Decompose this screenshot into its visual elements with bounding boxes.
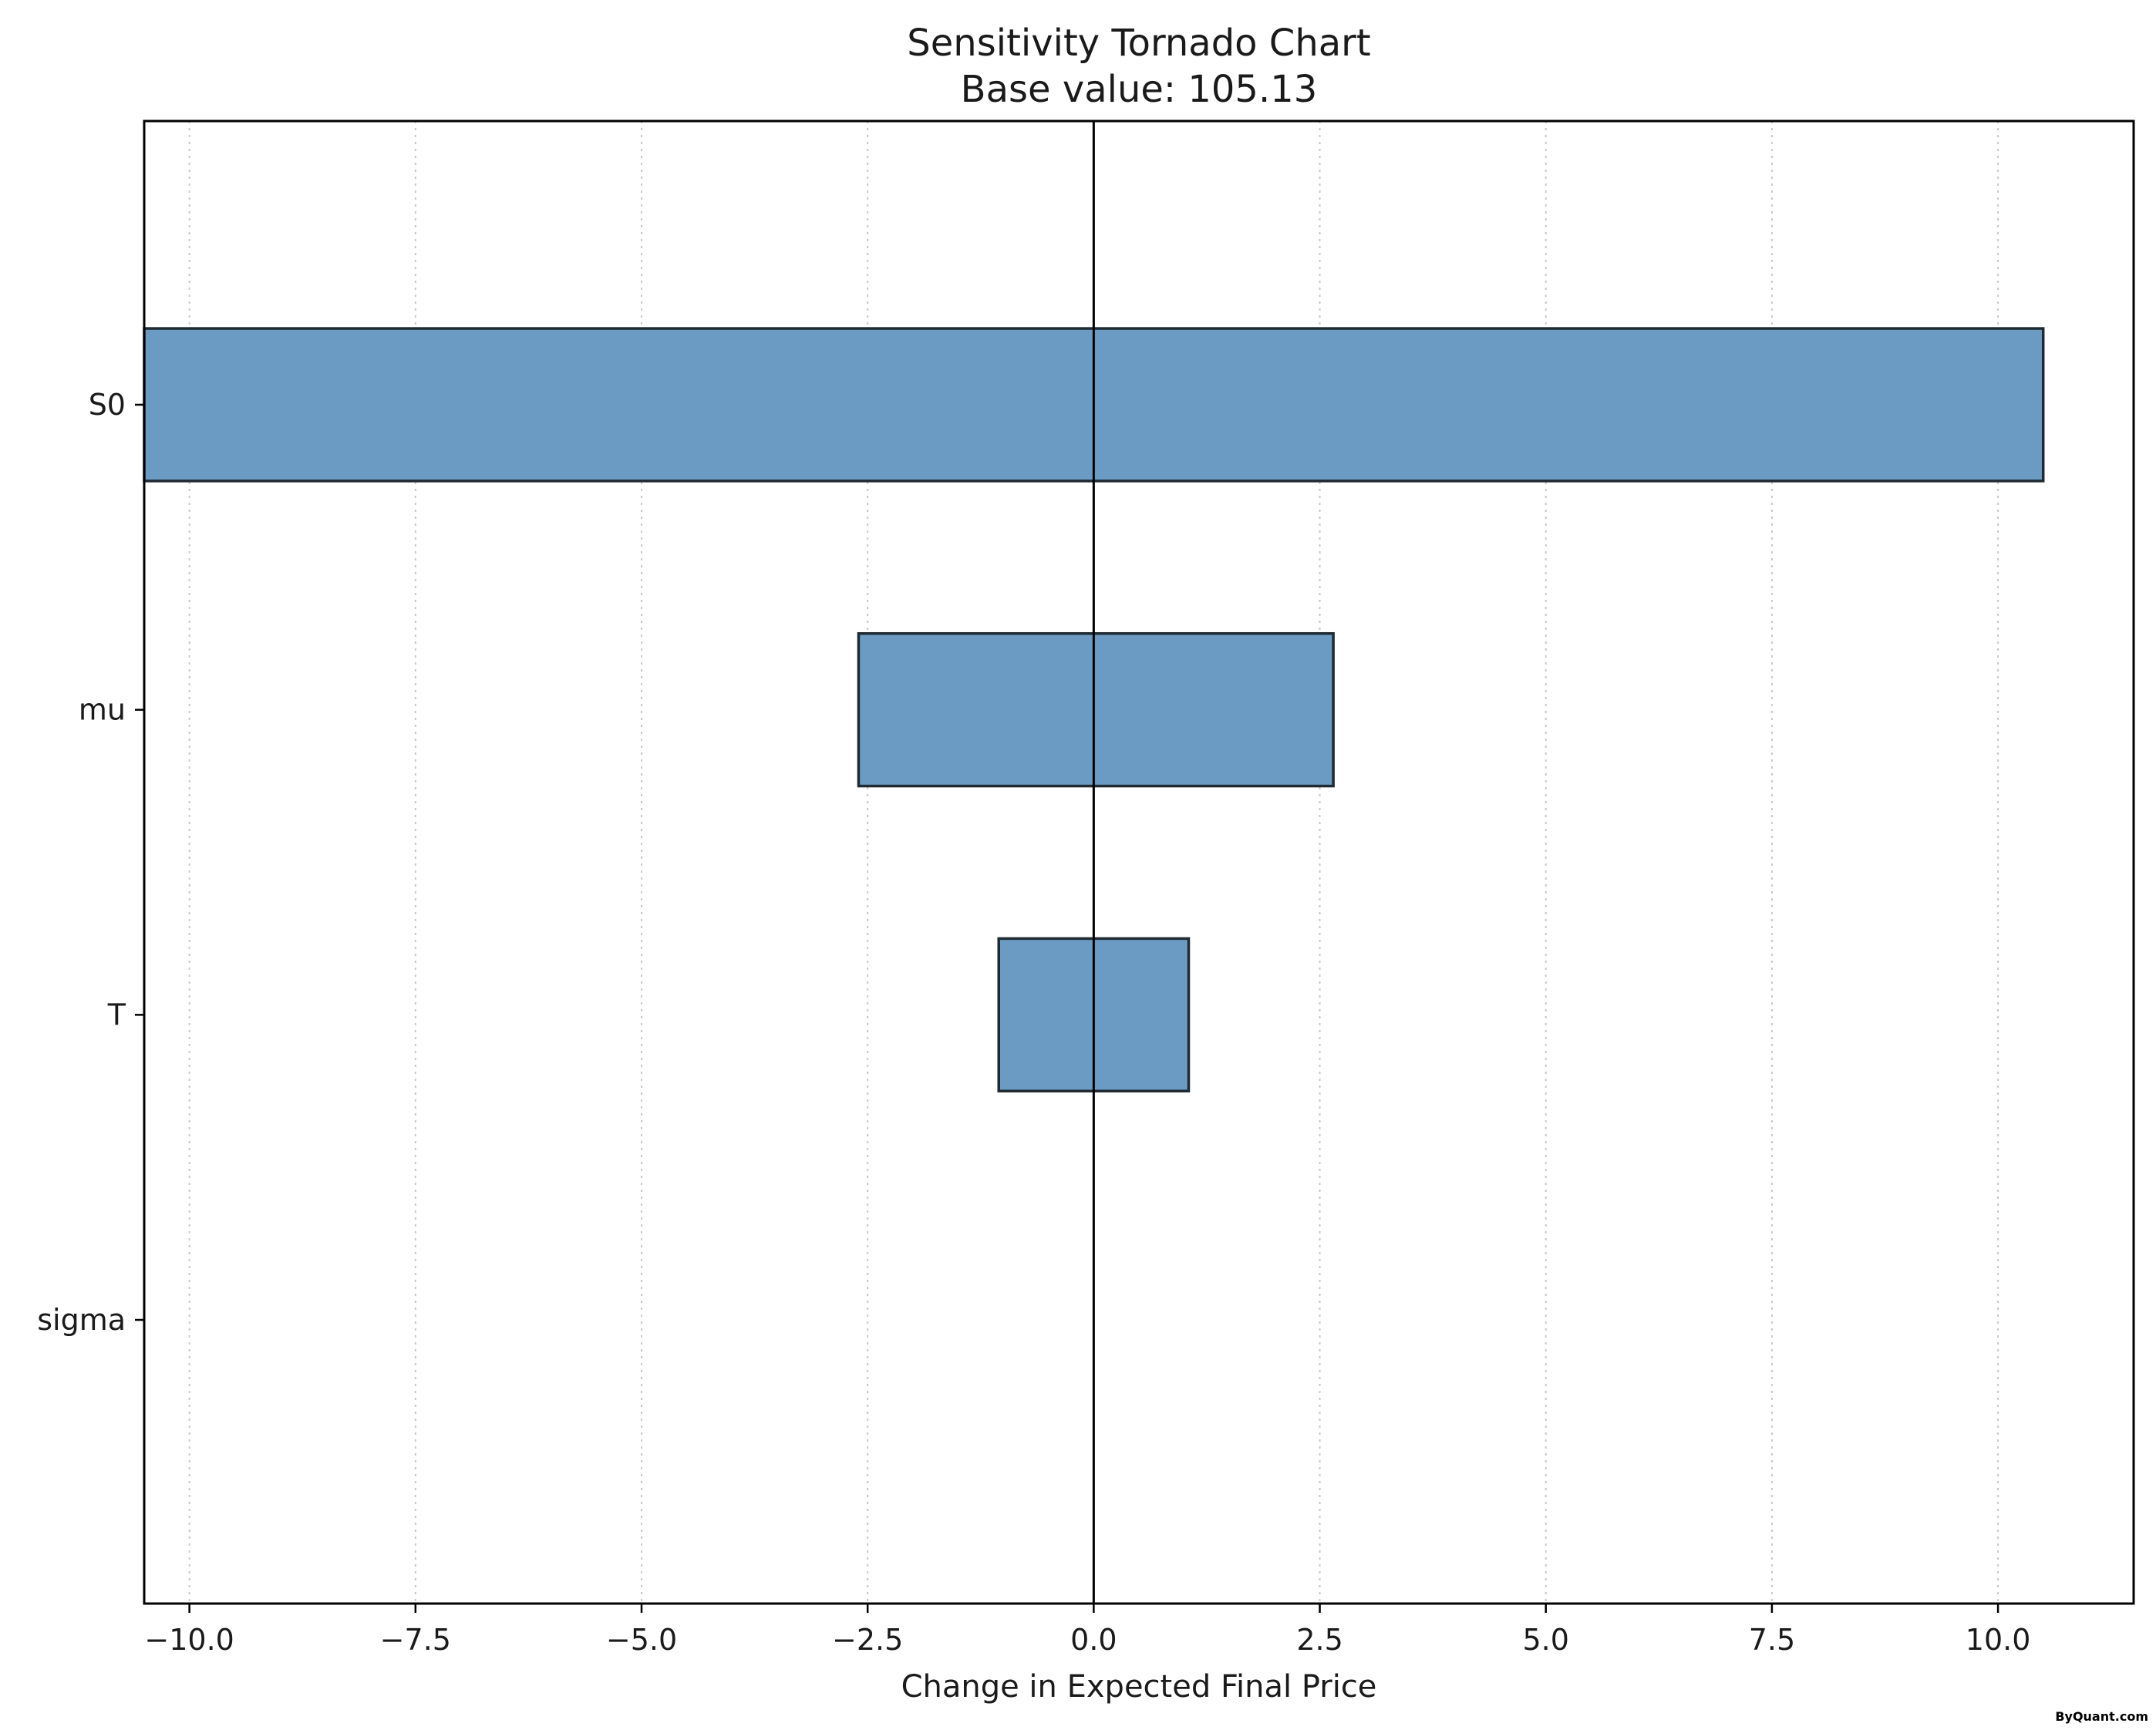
chart-subtitle: Base value: 105.13 (961, 68, 1318, 111)
x-axis-label: Change in Expected Final Price (901, 1669, 1377, 1705)
y-tick-label: S0 (89, 388, 126, 422)
chart-title: Sensitivity Tornado Chart (907, 22, 1370, 65)
x-tick-label: −2.5 (832, 1623, 903, 1657)
x-tick-label: 7.5 (1749, 1623, 1795, 1657)
x-tick-label: 5.0 (1523, 1623, 1569, 1657)
x-tick-label: 2.5 (1296, 1623, 1342, 1657)
watermark: ByQuant.com (2055, 1709, 2148, 1724)
x-ticks: −10.0 −7.5 −5.0 −2.5 0.0 2.5 5.0 7.5 10.0 (144, 1604, 2030, 1657)
x-tick-label: −10.0 (144, 1623, 234, 1657)
bar-mu (857, 631, 1335, 788)
x-tick-label: −7.5 (380, 1623, 451, 1657)
x-tick-label: −5.0 (606, 1623, 677, 1657)
plot-frame (143, 119, 2135, 1605)
y-tick-label: mu (79, 693, 126, 727)
y-tick-label: T (107, 998, 126, 1032)
y-tick-label: sigma (37, 1303, 126, 1337)
x-tick-label: 10.0 (1966, 1623, 2031, 1657)
x-tick-label: 0.0 (1070, 1623, 1117, 1657)
